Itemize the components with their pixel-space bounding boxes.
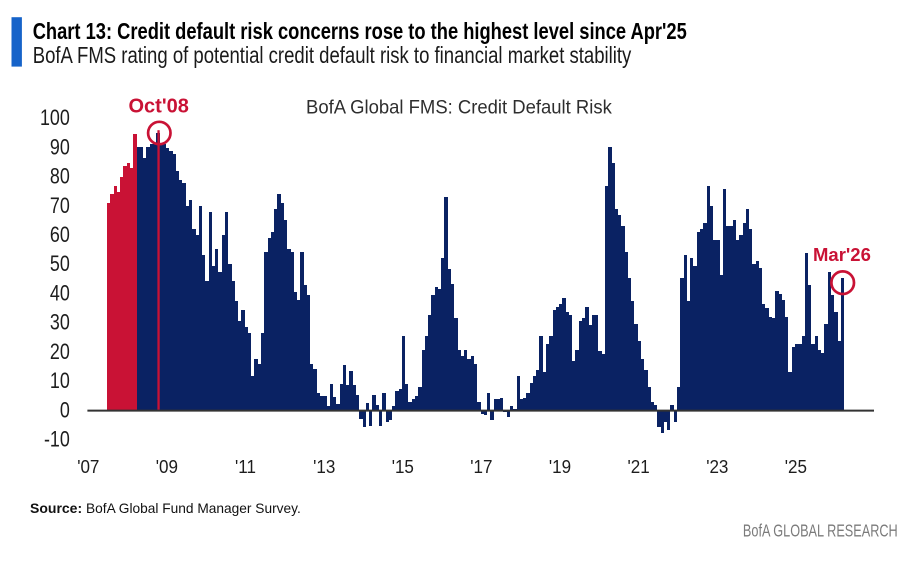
svg-text:'25: '25 xyxy=(785,456,807,477)
svg-text:'09: '09 xyxy=(156,456,178,477)
svg-text:'19: '19 xyxy=(549,456,571,477)
svg-text:'11: '11 xyxy=(235,456,256,477)
svg-text:Oct'08: Oct'08 xyxy=(129,96,189,118)
svg-text:BofA Global FMS: Credit Defaul: BofA Global FMS: Credit Default Risk xyxy=(306,97,612,119)
svg-text:'17: '17 xyxy=(470,456,492,477)
svg-text:-10: -10 xyxy=(44,428,70,452)
svg-text:50: 50 xyxy=(50,252,70,276)
svg-text:Mar'26: Mar'26 xyxy=(813,244,871,265)
svg-text:60: 60 xyxy=(50,223,70,247)
svg-text:Chart 13: Credit default risk: Chart 13: Credit default risk concerns r… xyxy=(33,19,687,45)
svg-text:10: 10 xyxy=(50,369,70,393)
svg-text:30: 30 xyxy=(50,311,70,335)
svg-text:'23: '23 xyxy=(706,456,728,477)
svg-text:'07: '07 xyxy=(77,456,99,477)
svg-text:40: 40 xyxy=(50,282,70,306)
svg-text:90: 90 xyxy=(50,136,70,160)
svg-text:100: 100 xyxy=(40,106,70,130)
svg-text:20: 20 xyxy=(50,340,70,364)
svg-text:'13: '13 xyxy=(313,456,335,477)
svg-text:'21: '21 xyxy=(628,456,650,477)
svg-text:BofA FMS rating of potential c: BofA FMS rating of potential credit defa… xyxy=(33,43,632,69)
svg-text:0: 0 xyxy=(60,398,70,422)
svg-text:'15: '15 xyxy=(392,456,414,477)
svg-text:BofA GLOBAL RESEARCH: BofA GLOBAL RESEARCH xyxy=(743,522,898,541)
svg-text:Source:: Source: xyxy=(30,500,82,516)
svg-text:BofA Global Fund Manager Surve: BofA Global Fund Manager Survey. xyxy=(86,500,301,516)
svg-text:80: 80 xyxy=(50,165,70,189)
svg-text:70: 70 xyxy=(50,194,70,218)
